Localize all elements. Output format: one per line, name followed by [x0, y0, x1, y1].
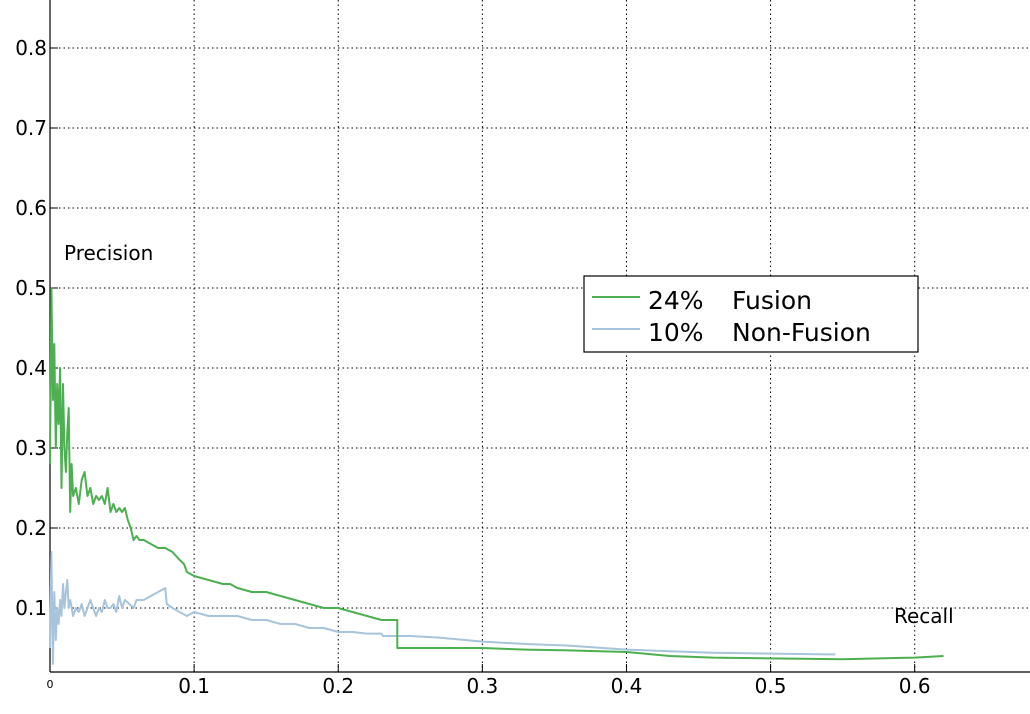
y-tick-label: 0.8 [15, 36, 47, 60]
y-tick-label: 0.6 [15, 196, 47, 220]
legend: 24% Fusion 10% Non-Fusion [583, 275, 919, 353]
x-tick-label: 0.4 [611, 674, 643, 698]
series-line-fusion [49, 287, 944, 661]
x-tick-label: 0.2 [322, 674, 354, 698]
grid [50, 0, 1030, 672]
series-line-non-fusion [49, 551, 836, 665]
legend-pct-non-fusion: 10% [648, 318, 704, 347]
x-tick-label: 0 [47, 678, 54, 691]
y-tick-label: 0.5 [15, 276, 47, 300]
x-axis-label: Recall [894, 604, 954, 628]
tick-labels: 0 0.1 0.2 0.3 0.4 0.5 0.6 0.1 0.2 0.3 0.4 0.5 0.6 0.7… [15, 36, 930, 698]
x-tick-label: 0.1 [178, 674, 210, 698]
y-tick-label: 0.1 [15, 596, 47, 620]
legend-label-non-fusion: Non-Fusion [732, 318, 871, 347]
y-axis-label: Precision [64, 241, 153, 265]
y-tick-label: 0.4 [15, 356, 47, 380]
y-tick-label: 0.3 [15, 436, 47, 460]
x-tick-label: 0.3 [466, 674, 498, 698]
y-tick-label: 0.2 [15, 516, 47, 540]
x-tick-label: 0.5 [755, 674, 787, 698]
legend-pct-fusion: 24% [648, 286, 704, 315]
x-tick-label: 0.6 [899, 674, 931, 698]
legend-label-fusion: Fusion [732, 286, 812, 315]
y-tick-label: 0.7 [15, 116, 47, 140]
legend-box [583, 275, 919, 353]
series-lines [49, 287, 944, 665]
